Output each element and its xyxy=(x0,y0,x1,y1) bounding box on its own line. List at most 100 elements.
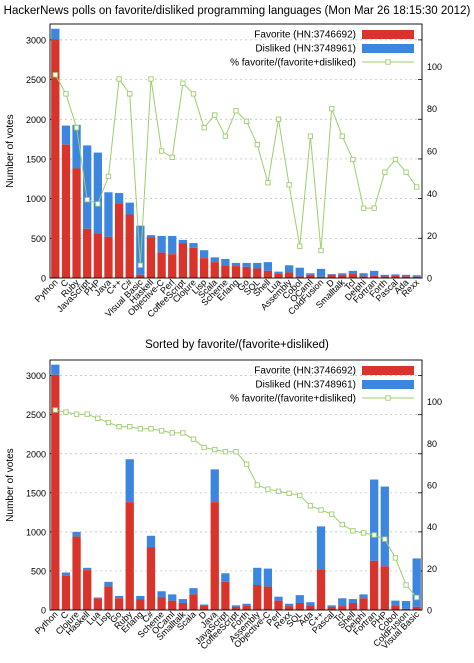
bar-favorite-python xyxy=(51,374,60,610)
pct-point-javascript xyxy=(222,449,229,455)
legend-swatch-favorite xyxy=(362,30,414,39)
pct-point-go xyxy=(116,424,122,430)
bar-disliked-python xyxy=(51,364,60,375)
pct-point-lisp xyxy=(105,419,112,426)
bar-disliked-scheme xyxy=(221,258,230,266)
y2-tick-label: 60 xyxy=(427,147,437,157)
pct-point-shell xyxy=(265,180,271,186)
bar-disliked-haskell xyxy=(83,567,92,571)
bar-favorite-pascal xyxy=(391,276,400,278)
bar-favorite-shell xyxy=(263,270,273,278)
bar-favorite-clojure xyxy=(72,536,81,610)
pct-point-ada xyxy=(403,169,409,175)
legend-swatch-disliked xyxy=(362,380,414,389)
pct-point-delphi xyxy=(360,530,367,536)
y2-tick-label: 80 xyxy=(427,439,437,449)
pct-point-rexx xyxy=(414,184,420,190)
bar-favorite-go xyxy=(114,598,124,610)
bar-favorite-php xyxy=(380,566,389,610)
pct-point-ocaml xyxy=(307,133,314,139)
bar-favorite-scheme xyxy=(157,597,166,610)
legend-swatch-disliked xyxy=(362,44,414,53)
pct-point-visual-basic xyxy=(414,594,420,601)
bar-favorite-python xyxy=(51,39,60,278)
bar-favorite-forth xyxy=(242,605,251,610)
bar-disliked-lua xyxy=(93,597,102,599)
bar-disliked-fortran xyxy=(370,270,379,276)
legend-label-pct: % favorite/(favorite+disliked) xyxy=(230,58,356,69)
pct-point-scala xyxy=(212,112,218,118)
chart-panel-bottom: Sorted by favorite/(favorite+disliked) 0… xyxy=(0,332,474,663)
y2-tick-label: 0 xyxy=(427,274,432,284)
legend-label-disliked: Disliked (HN:3748961) xyxy=(255,44,356,55)
bar-disliked-lua xyxy=(274,271,283,274)
legend-label-favorite: Favorite (HN:3746692) xyxy=(254,366,356,377)
pct-point-c xyxy=(318,507,324,513)
bar-favorite-perl xyxy=(274,600,283,610)
bar-favorite-visual-basic xyxy=(412,606,421,610)
bar-disliked-coldfusion xyxy=(401,601,411,609)
bar-favorite-coffeescript xyxy=(178,243,188,278)
pct-point-assembly xyxy=(254,482,260,488)
bar-favorite-c xyxy=(61,144,71,278)
pct-point-c xyxy=(148,426,154,432)
bar-favorite-delphi xyxy=(359,276,368,278)
bar-disliked-delphi xyxy=(359,594,368,599)
pct-point-haskell xyxy=(148,76,154,82)
bar-disliked-scala xyxy=(210,257,219,263)
chart-title-top: HackerNews polls on favorite/disliked pr… xyxy=(3,5,471,17)
bar-disliked-visual-basic xyxy=(412,558,421,607)
bar-disliked-haskell xyxy=(146,235,156,238)
pct-point-tcl xyxy=(339,521,345,528)
y-tick-label: 2000 xyxy=(26,115,46,125)
y-axis-label: Number of votes xyxy=(5,114,16,187)
bar-disliked-cobol xyxy=(391,600,400,606)
pct-point-c xyxy=(116,76,122,82)
bar-favorite-lisp xyxy=(104,586,113,610)
bar-disliked-erlang xyxy=(136,595,145,600)
pct-point-shell xyxy=(350,528,356,534)
bar-favorite-rexx xyxy=(284,606,294,610)
bar-disliked-pascal xyxy=(391,274,400,277)
bar-favorite-ada xyxy=(306,605,315,610)
bar-disliked-shell xyxy=(263,262,273,271)
y-tick-label: 1000 xyxy=(26,194,46,204)
chart-bottom: 0 500 1000 1500 2000 2500 3000 0 20 40 60 80 100 Numb… xyxy=(5,359,442,651)
bar-favorite-coldfusion xyxy=(316,276,326,278)
bar-disliked-c xyxy=(114,193,124,204)
bar-disliked-java xyxy=(210,469,219,503)
bar-disliked-c xyxy=(146,535,156,548)
y2-tick-label: 40 xyxy=(427,189,437,199)
bar-disliked-assembly xyxy=(253,567,262,585)
bar-favorite-ocaml xyxy=(168,600,177,610)
pct-point-d xyxy=(201,444,207,451)
pct-point-coldfusion xyxy=(403,582,409,588)
bar-favorite-lisp xyxy=(199,258,209,278)
bar-favorite-sql xyxy=(295,602,304,610)
bar-favorite-d xyxy=(199,605,209,610)
bar-favorite-perl xyxy=(168,254,177,278)
bar-disliked-clojure xyxy=(189,243,198,248)
legend-label-favorite: Favorite (HN:3746692) xyxy=(254,30,356,41)
pct-point-smalltalk xyxy=(339,133,345,139)
pct-point-coffeescript xyxy=(180,80,186,86)
bar-disliked-java xyxy=(104,192,113,237)
plot-frame xyxy=(49,359,423,611)
bar-disliked-lisp xyxy=(104,581,113,587)
bar-disliked-objective-c xyxy=(157,235,166,253)
pct-point-perl xyxy=(275,488,282,494)
bar-disliked-perl xyxy=(274,596,283,601)
pct-point-c xyxy=(63,409,69,415)
bar-disliked-sql xyxy=(253,262,262,269)
y2-tick-label: 100 xyxy=(427,397,442,407)
chart-panel-top: HackerNews polls on favorite/disliked pr… xyxy=(3,5,471,319)
bar-favorite-objective-c xyxy=(263,586,273,610)
pct-point-fortran xyxy=(371,532,377,538)
y-tick-label: 500 xyxy=(31,234,46,244)
y2-tick-label: 60 xyxy=(427,481,437,491)
pct-point-fortran xyxy=(371,205,377,211)
bar-disliked-php xyxy=(93,152,102,234)
bar-disliked-smalltalk xyxy=(178,599,188,603)
pct-point-python xyxy=(52,407,58,413)
bar-disliked-ruby xyxy=(72,124,81,169)
